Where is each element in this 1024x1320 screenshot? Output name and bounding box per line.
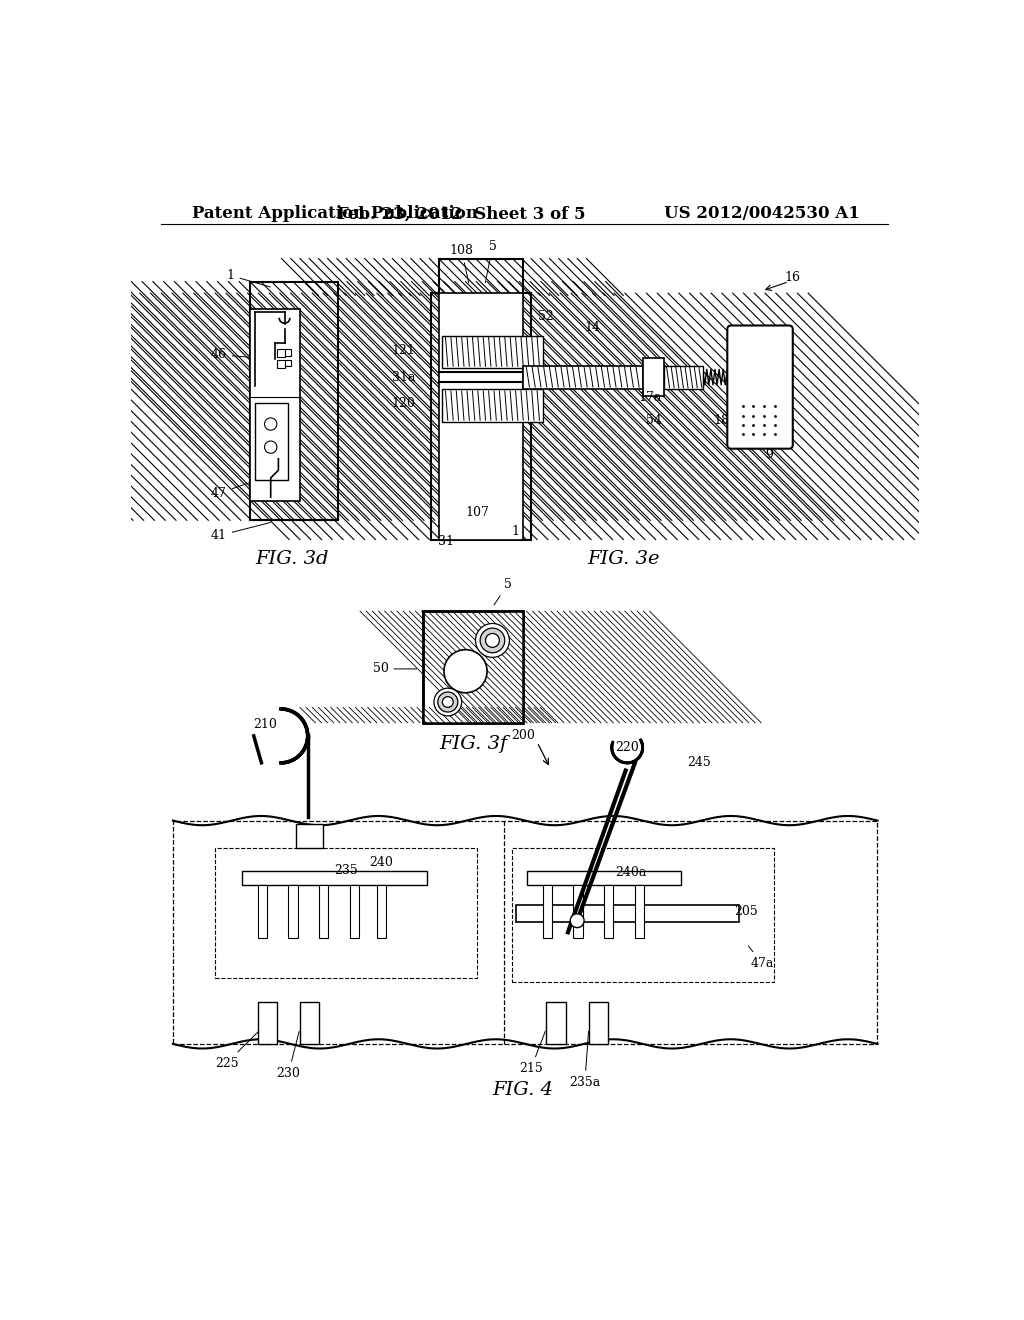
Text: 240: 240 (369, 857, 393, 870)
Text: 245: 245 (687, 756, 711, 770)
Text: 16: 16 (784, 271, 801, 284)
Bar (377, 884, 386, 939)
Bar (635, 884, 644, 939)
Text: 31: 31 (438, 536, 455, 548)
Text: 54: 54 (646, 413, 663, 426)
Circle shape (570, 913, 584, 928)
Circle shape (480, 628, 505, 653)
Bar (319, 884, 329, 939)
Text: FIG. 3f: FIG. 3f (439, 735, 507, 752)
Text: 225: 225 (215, 1031, 259, 1069)
Bar (589, 1002, 608, 1044)
Text: 210: 210 (253, 718, 278, 731)
Text: 120: 120 (391, 397, 416, 409)
Text: 46: 46 (211, 348, 264, 362)
Bar (523, 366, 643, 388)
Text: 230: 230 (276, 1031, 300, 1080)
Bar (527, 871, 681, 884)
Circle shape (442, 697, 454, 708)
Text: 205: 205 (734, 906, 759, 917)
Text: 17a: 17a (639, 391, 662, 404)
Bar (604, 884, 613, 939)
Text: 107: 107 (465, 506, 489, 519)
Bar (515, 906, 739, 923)
Circle shape (434, 688, 462, 715)
Bar (438, 293, 523, 540)
Bar (643, 358, 665, 396)
Bar (423, 611, 523, 723)
Bar (250, 309, 300, 502)
Text: 14: 14 (585, 321, 600, 334)
Text: 235: 235 (334, 865, 358, 878)
Bar (508, 611, 523, 723)
Text: 41: 41 (211, 523, 270, 543)
Bar (285, 350, 291, 355)
Text: US 2012/0042530 A1: US 2012/0042530 A1 (665, 206, 860, 222)
Text: FIG. 3d: FIG. 3d (256, 550, 329, 568)
Text: 220: 220 (615, 741, 639, 754)
Bar (442, 335, 543, 368)
Text: 47: 47 (211, 479, 260, 500)
Bar (289, 884, 298, 939)
Bar (665, 366, 702, 388)
Bar (243, 871, 427, 884)
Text: 18: 18 (714, 413, 730, 426)
Bar (215, 847, 477, 978)
Text: 108: 108 (450, 244, 474, 282)
Bar (431, 293, 531, 540)
Bar (512, 847, 773, 982)
Text: 200: 200 (511, 730, 536, 742)
Bar (573, 884, 583, 939)
Bar (543, 884, 552, 939)
Circle shape (444, 649, 487, 693)
Bar (438, 259, 523, 296)
Bar (276, 360, 285, 368)
Bar (173, 821, 878, 1044)
Text: 50: 50 (373, 663, 417, 676)
Bar (276, 350, 285, 358)
Bar (423, 708, 508, 723)
Text: 121: 121 (391, 345, 416, 358)
Bar (255, 404, 288, 480)
Text: FIG. 3e: FIG. 3e (587, 550, 659, 568)
FancyBboxPatch shape (727, 326, 793, 449)
Text: 215: 215 (519, 1031, 546, 1074)
Bar (296, 825, 323, 847)
Bar (438, 259, 523, 296)
Bar (258, 884, 267, 939)
Text: 31a: 31a (392, 371, 416, 384)
Circle shape (438, 692, 458, 711)
Bar (250, 281, 339, 520)
Circle shape (475, 623, 509, 657)
Bar (508, 611, 523, 723)
Text: 47a: 47a (749, 946, 774, 970)
Text: 9: 9 (766, 449, 773, 462)
Text: 5: 5 (485, 240, 497, 282)
Bar (547, 1002, 565, 1044)
Text: Patent Application Publication: Patent Application Publication (193, 206, 478, 222)
Bar (300, 1002, 319, 1044)
Text: 52: 52 (539, 310, 554, 323)
Bar (350, 884, 359, 939)
Bar (431, 293, 531, 540)
Bar (250, 281, 339, 520)
Text: 1: 1 (226, 269, 270, 286)
Text: 240a: 240a (615, 866, 647, 879)
Text: 1: 1 (512, 525, 519, 539)
Circle shape (485, 634, 500, 647)
Text: 235a: 235a (569, 1031, 600, 1089)
Bar (442, 389, 543, 422)
Bar (258, 1002, 276, 1044)
Text: FIG. 4: FIG. 4 (493, 1081, 554, 1100)
Text: 5: 5 (494, 578, 512, 605)
Bar (423, 708, 508, 723)
Bar (423, 611, 523, 723)
Bar (285, 360, 291, 367)
Text: Feb. 23, 2012  Sheet 3 of 5: Feb. 23, 2012 Sheet 3 of 5 (338, 206, 586, 222)
